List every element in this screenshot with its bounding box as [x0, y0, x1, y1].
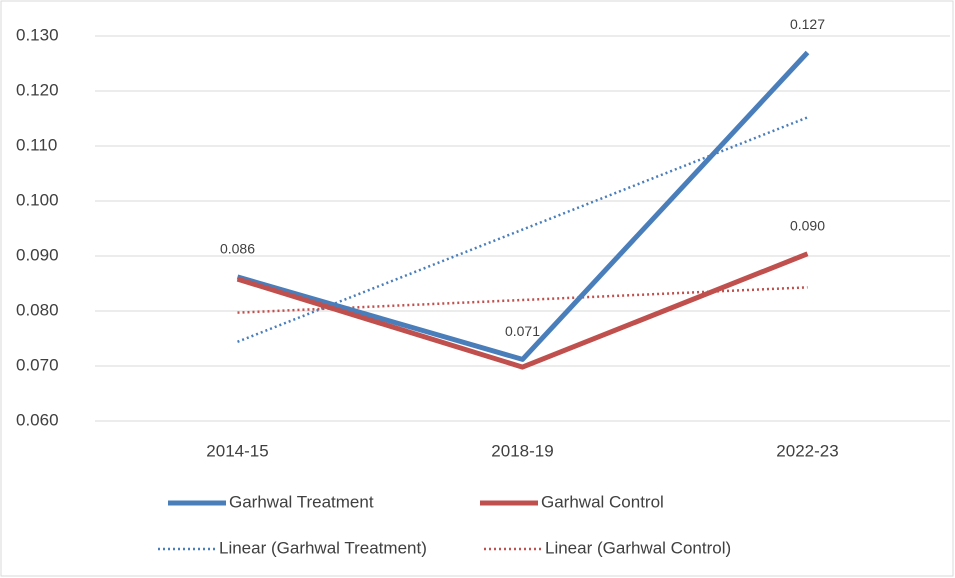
- series-line: [236, 251, 809, 370]
- data-label: 0.127: [790, 16, 825, 32]
- data-label: 0.071: [505, 323, 540, 339]
- y-tick-label: 0.070: [16, 355, 59, 374]
- y-tick-label: 0.130: [16, 25, 59, 44]
- y-tick-label: 0.090: [16, 245, 59, 264]
- x-tick-label: 2014-15: [206, 441, 268, 460]
- legend-label: Garhwal Treatment: [229, 492, 374, 511]
- y-tick-label: 0.060: [16, 410, 59, 429]
- y-tick-label: 0.110: [16, 135, 57, 154]
- y-tick-label: 0.080: [16, 300, 59, 319]
- series-line: [236, 50, 810, 362]
- x-tick-label: 2022-23: [776, 441, 838, 460]
- legend-label: Linear (Garhwal Control): [545, 538, 731, 557]
- data-label: 0.086: [220, 241, 255, 257]
- x-tick-label: 2018-19: [491, 441, 553, 460]
- data-label: 0.090: [790, 218, 825, 234]
- y-tick-label: 0.120: [16, 80, 59, 99]
- y-tick-label: 0.100: [16, 190, 59, 209]
- legend-label: Garhwal Control: [541, 492, 664, 511]
- legend-label: Linear (Garhwal Treatment): [219, 538, 427, 557]
